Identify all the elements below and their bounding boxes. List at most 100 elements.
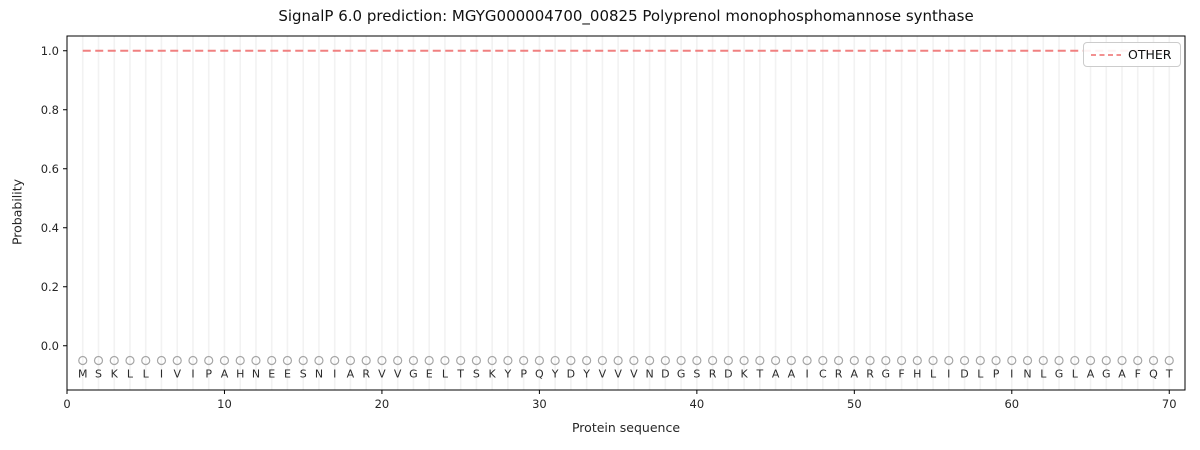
sequence-letter: L [930,368,937,381]
residue-marker [125,355,135,366]
residue-marker [1054,355,1064,366]
sequence-letter: R [866,368,874,381]
residue-marker [613,355,623,366]
sequence-letter: I [191,368,194,381]
residue-marker [676,355,686,366]
x-tick-label: 0 [63,397,70,411]
residue-marker [896,355,907,366]
sequence-letter: L [442,368,449,381]
sequence-letter: R [362,368,370,381]
sequence-letter: S [473,368,480,381]
y-tick-label: 0.6 [41,162,59,176]
residue-marker [78,355,88,366]
sequence-letter: P [520,368,527,381]
x-tick-label: 40 [690,397,705,411]
residue-marker [1164,355,1174,366]
sequence-letter: V [378,368,386,381]
residue-marker [566,355,576,366]
sequence-letter: L [977,368,984,381]
residue-marker [770,355,781,366]
sequence-letter: A [221,368,229,381]
sequence-letter: Y [504,368,512,381]
residue-marker [881,355,891,366]
y-tick-label: 1.0 [41,44,59,58]
y-tick-label: 0.4 [41,221,59,235]
legend-label: OTHER [1128,47,1172,62]
sequence-letter: E [268,368,275,381]
residue-marker [597,355,607,366]
residue-marker [487,355,497,366]
x-tick-label: 70 [1162,397,1177,411]
residue-marker [314,355,324,366]
sequence-letter: P [993,368,1000,381]
sequence-letter: G [882,368,891,381]
residue-marker [440,355,450,366]
sequence-letter: S [693,368,700,381]
y-axis-label: Probability [9,178,25,246]
sequence-letter: M [78,368,88,381]
residue-marker [645,355,655,366]
residue-marker [739,355,749,366]
sequence-letter: E [426,368,433,381]
residue-marker [377,355,387,366]
sequence-letter: N [646,368,654,381]
sequence-letter: D [960,368,968,381]
residue-marker [345,355,356,366]
residue-marker [235,355,245,366]
sequence-letter: A [1118,368,1126,381]
residue-marker [865,355,875,366]
sequence-letter: G [1055,368,1064,381]
residue-marker [944,355,954,366]
residue-marker [1007,355,1017,366]
residue-marker [786,355,796,366]
sequence-letter: Y [582,368,590,381]
residue-marker [849,355,859,366]
residue-marker [1022,355,1033,366]
residue-marker [188,355,198,366]
sequence-letter: L [143,368,150,381]
residue-marker [267,355,277,366]
residue-marker [660,355,670,366]
sequence-letter: G [409,368,418,381]
residue-marker [550,355,560,366]
residue-marker [424,355,434,366]
plot-border [66,35,1186,391]
residue-marker [802,355,812,366]
chart-title: SignalP 6.0 prediction: MGYG000004700_00… [278,7,974,25]
residue-marker [1148,355,1159,366]
sequence-letter: I [333,368,336,381]
x-tick-label: 50 [847,397,862,411]
sequence-letter: F [1135,368,1141,381]
residue-marker [582,355,592,366]
sequence-letter: G [677,368,686,381]
residue-marker [330,355,340,366]
sequence-letter: A [788,368,796,381]
residue-marker [629,355,639,366]
residue-marker [519,355,529,366]
sequence-letter: N [252,368,260,381]
residue-marker [93,355,104,366]
residue-marker [1101,355,1111,366]
residue-marker [361,355,371,366]
residue-marker [912,355,922,366]
y-tick-label: 0.2 [41,280,59,294]
sequence-letter: E [284,368,291,381]
sequence-letter: A [772,368,780,381]
residue-marker [534,355,544,366]
sequence-letter: L [1040,368,1047,381]
sequence-letter: N [1023,368,1031,381]
residue-marker [503,355,513,366]
residue-marker [928,355,938,366]
sequence-letter: Y [551,368,559,381]
y-tick-label: 0.8 [41,103,59,117]
sequence-letter: T [1165,368,1173,381]
sequence-letter: K [111,368,119,381]
sequence-letter: V [630,368,638,381]
residue-marker [1038,355,1048,366]
sequence-letter: I [947,368,950,381]
residue-marker [282,355,293,366]
x-tick-label: 10 [217,397,232,411]
residue-marker [1133,355,1143,366]
residue-marker [818,355,828,366]
